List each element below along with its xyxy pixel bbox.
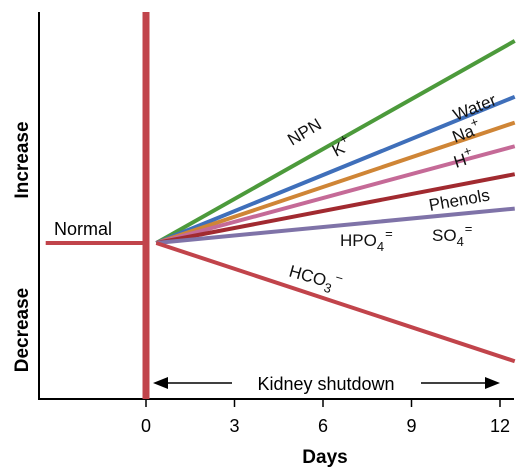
- shutdown-marker-line: [142, 12, 150, 399]
- annotation-arrowhead-left: [153, 377, 168, 389]
- y-axis-title-increase: Increase: [12, 121, 33, 198]
- y-axis-title-decrease: Decrease: [12, 288, 33, 373]
- x-tick-label-12: 12: [490, 416, 510, 436]
- series-line-hco3: [155, 241, 516, 364]
- normal-label: Normal: [54, 219, 112, 239]
- series-line-water: [155, 120, 516, 245]
- series-label-h: H+: [450, 143, 476, 172]
- series-line-npn: [155, 39, 516, 245]
- series-label-k: K+: [327, 130, 355, 160]
- x-tick-label-0: 0: [141, 416, 151, 436]
- series-line-na: [155, 144, 516, 245]
- annotation-arrowhead-right: [485, 377, 500, 389]
- series-label-so4: SO4=: [432, 221, 472, 249]
- series-line-k: [155, 94, 516, 245]
- series-line-phenols: [156, 206, 515, 245]
- series-label-hco3: HCO3−: [286, 257, 345, 299]
- series-label-hpo4: HPO4=: [340, 226, 393, 254]
- x-axis-title: Days: [302, 447, 347, 468]
- kidney-shutdown-label: Kidney shutdown: [257, 374, 394, 394]
- x-tick-label-9: 9: [406, 416, 416, 436]
- kidney-shutdown-annotation: Kidney shutdown: [153, 374, 500, 394]
- x-tick-label-3: 3: [229, 416, 239, 436]
- x-tick-label-6: 6: [318, 416, 328, 436]
- series-label-npn: NPN: [284, 115, 325, 150]
- series-line-h: [155, 172, 516, 245]
